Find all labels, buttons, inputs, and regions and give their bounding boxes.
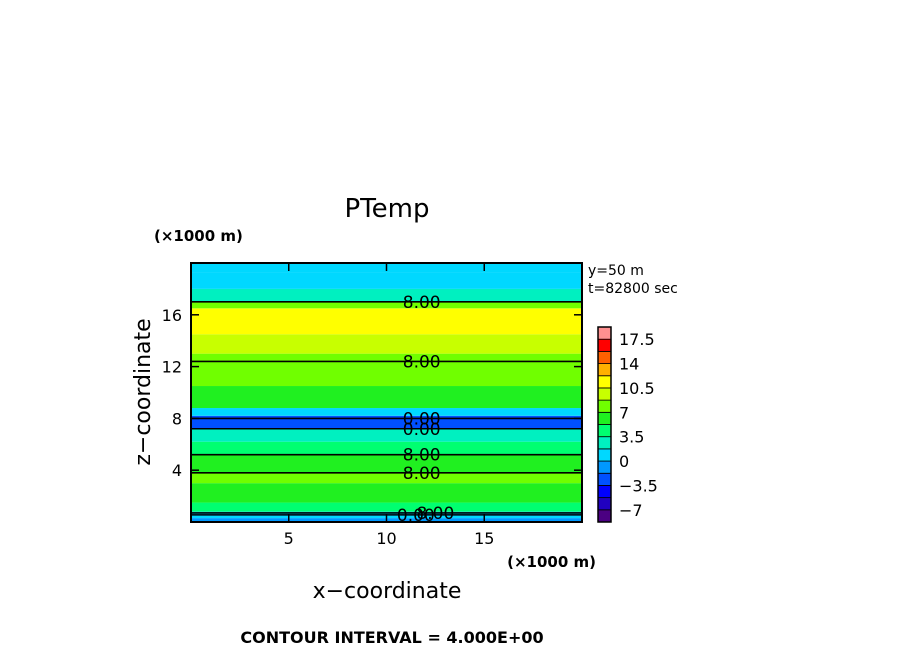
x-unit-label: (×1000 m) xyxy=(507,553,596,571)
contour-label-2: 8.00 xyxy=(403,464,441,484)
colorbar-band-0 xyxy=(597,509,612,523)
field-layer-10 xyxy=(191,386,582,409)
y-ticks: 4 8 12 16 xyxy=(162,306,582,480)
contour-label-1: 8.00 xyxy=(416,504,454,524)
x-axis-label: x−coordinate xyxy=(313,579,462,604)
colorbar-band-3 xyxy=(597,472,612,486)
field-layer-5 xyxy=(191,454,582,473)
field-layers xyxy=(191,263,582,522)
colorbar-tick-labels: 17.5 14 10.5 7 3.5 0 −3.5 −7 xyxy=(619,330,658,520)
field-layer-7 xyxy=(191,428,582,442)
y-unit-label: (×1000 m) xyxy=(154,227,243,245)
colorbar-tick-label-3: 7 xyxy=(619,403,629,422)
colorbar-tick-label-2: 10.5 xyxy=(619,379,655,398)
colorbar xyxy=(597,326,612,523)
colorbar-band-6 xyxy=(597,436,612,450)
contour-label-5: 0.00 xyxy=(403,409,441,429)
field-layer-9 xyxy=(191,408,582,416)
colorbar-frame xyxy=(597,326,612,523)
colorbar-band-13 xyxy=(597,350,612,364)
colorbar-band-14 xyxy=(597,338,612,352)
field-layer-13 xyxy=(191,308,582,335)
plot-area xyxy=(191,263,582,522)
field-layer-12 xyxy=(191,334,582,354)
colorbar-band-15 xyxy=(597,326,612,340)
colorbar-band-8 xyxy=(597,411,612,425)
colorbar-band-9 xyxy=(597,399,612,413)
field-layer-14 xyxy=(191,301,582,309)
colorbar-band-11 xyxy=(597,375,612,389)
colorbar-band-1 xyxy=(597,497,612,511)
colorbar-tick-label-0: 17.5 xyxy=(619,330,655,349)
field-layer-16 xyxy=(191,272,582,289)
colorbar-tick-label-1: 14 xyxy=(619,355,639,374)
y-tick-label-3: 16 xyxy=(162,306,182,325)
contour-labels: 0.008.008.008.000.000.008.008.00 xyxy=(397,293,454,526)
info-time: t=82800 sec xyxy=(588,281,678,297)
field-layer-3 xyxy=(191,483,582,503)
contour-label-6: 8.00 xyxy=(403,352,441,372)
x-tick-label-2: 15 xyxy=(474,529,494,548)
colorbar-tick-label-6: −3.5 xyxy=(619,476,658,495)
x-tick-label-0: 5 xyxy=(284,529,294,548)
field-layer-15 xyxy=(191,288,582,302)
info-y-location: y=50 m xyxy=(588,263,644,279)
colorbar-band-2 xyxy=(597,485,612,499)
colorbar-tick-label-4: 3.5 xyxy=(619,428,644,447)
colorbar-band-7 xyxy=(597,424,612,438)
chart-title: PTemp xyxy=(345,194,430,224)
contour-label-4: 0.00 xyxy=(403,420,441,440)
contour-label-7: 8.00 xyxy=(403,293,441,313)
colorbar-band-12 xyxy=(597,363,612,377)
field-layer-2 xyxy=(191,502,582,512)
colorbar-tick-label-5: 0 xyxy=(619,452,629,471)
field-layer-4 xyxy=(191,472,582,484)
x-ticks: 5 10 15 xyxy=(284,263,494,548)
contour-label-3: 8.00 xyxy=(403,446,441,466)
colorbar-band-10 xyxy=(597,387,612,401)
x-tick-label-1: 10 xyxy=(376,529,396,548)
y-axis-label: z−coordinate xyxy=(131,318,156,465)
field-layer-6 xyxy=(191,441,582,455)
y-tick-label-1: 8 xyxy=(172,409,182,428)
contour-label-0: 0.00 xyxy=(397,506,435,526)
contour-interval-footer: CONTOUR INTERVAL = 4.000E+00 xyxy=(240,628,543,647)
colorbar-band-5 xyxy=(597,448,612,462)
y-tick-label-0: 4 xyxy=(172,461,182,480)
colorbar-band-4 xyxy=(597,460,612,474)
colorbar-tick-label-7: −7 xyxy=(619,501,643,520)
field-layer-11 xyxy=(191,353,582,387)
contour-lines xyxy=(191,301,582,516)
y-tick-label-2: 12 xyxy=(162,358,182,377)
